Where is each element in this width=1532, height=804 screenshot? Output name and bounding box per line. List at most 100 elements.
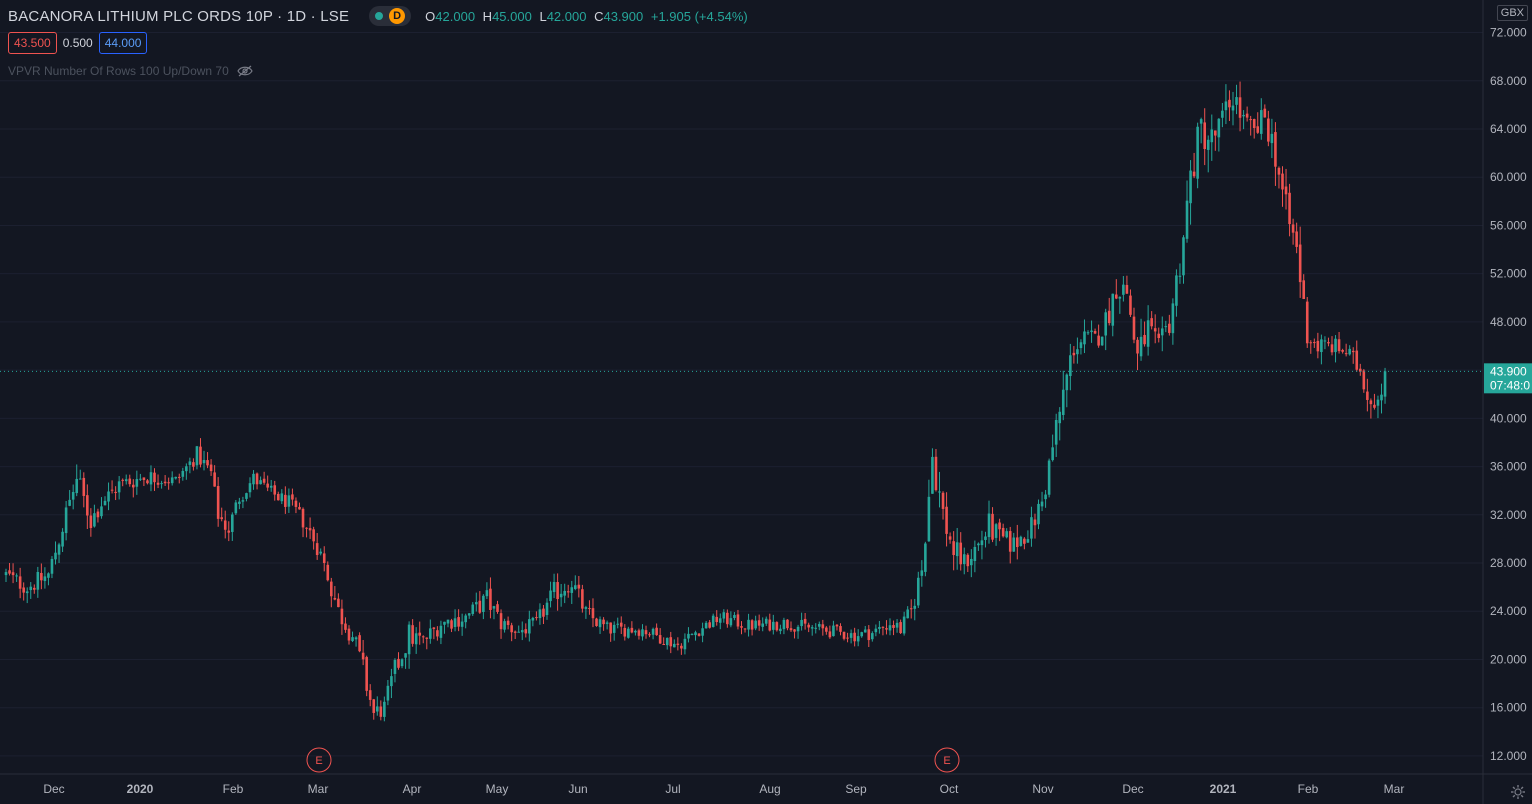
candle [892, 620, 895, 636]
candle [223, 510, 227, 539]
candle [634, 629, 637, 636]
candle [347, 625, 351, 645]
candle [644, 625, 648, 639]
candle [1274, 122, 1277, 186]
candle [1033, 513, 1037, 539]
status-pill[interactable]: D [369, 6, 412, 26]
candle [245, 492, 248, 502]
earnings-marker[interactable]: E [306, 747, 332, 773]
candle [1224, 84, 1228, 125]
candle [584, 605, 588, 619]
candle [1358, 363, 1362, 376]
candle [835, 624, 839, 631]
candle [78, 469, 82, 480]
candle [266, 475, 269, 492]
x-tick-label: Sep [845, 782, 867, 796]
candle [365, 655, 368, 697]
candle [1111, 293, 1115, 337]
candle [888, 618, 892, 636]
candle [595, 617, 598, 627]
eye-off-icon[interactable] [237, 65, 253, 77]
live-dot-icon [375, 12, 384, 20]
symbol-title[interactable]: BACANORA LITHIUM PLC ORDS 10P · 1D · LSE [8, 7, 350, 25]
candle [110, 480, 114, 494]
candle [513, 630, 517, 639]
candle [1083, 319, 1086, 354]
interval-badge: D [389, 8, 406, 24]
candles-series [4, 81, 1387, 722]
candle [510, 622, 513, 642]
last-price-value: 43.900 [1490, 364, 1527, 378]
candle [149, 465, 153, 492]
candle [680, 643, 683, 655]
candle [1214, 130, 1217, 151]
candle [4, 568, 8, 582]
candle [1288, 183, 1291, 237]
open-value: 42.000 [435, 8, 476, 24]
candle [1298, 226, 1302, 298]
candle [439, 620, 443, 645]
candle [973, 540, 977, 573]
candle [195, 445, 199, 470]
candle [298, 502, 301, 510]
candle [446, 619, 450, 628]
candle [287, 488, 291, 513]
candle [1337, 332, 1341, 354]
candle [1277, 166, 1281, 189]
candle [612, 621, 616, 641]
candle [715, 610, 719, 626]
settings-icon[interactable] [1510, 784, 1526, 800]
candle [789, 621, 793, 632]
candle [1221, 102, 1224, 128]
x-tick-label: Dec [1122, 782, 1143, 796]
y-tick-label: 20.000 [1490, 652, 1527, 666]
sell-button[interactable]: 43.500 [8, 32, 57, 54]
low-value: 42.000 [546, 8, 587, 24]
candle [1380, 383, 1383, 414]
candle [761, 617, 765, 632]
candle [1362, 369, 1366, 393]
candle [206, 452, 209, 469]
candle [1242, 110, 1245, 130]
candle [662, 637, 665, 646]
candle [856, 629, 860, 647]
candle [443, 621, 446, 634]
currency-badge[interactable]: GBX [1496, 5, 1528, 21]
candle [1228, 90, 1231, 121]
candle [1351, 347, 1355, 364]
x-tick-label: May [486, 782, 509, 796]
candle [1118, 296, 1122, 314]
candle [637, 628, 641, 640]
candle [273, 480, 277, 501]
candle [1263, 104, 1267, 118]
candle [1054, 413, 1058, 457]
candle [1107, 297, 1111, 326]
indicator-legend[interactable]: VPVR Number Of Rows 100 Up/Down 70 [8, 64, 253, 78]
candle [1153, 314, 1157, 344]
candle [330, 577, 333, 608]
candle [630, 621, 634, 634]
candle [1348, 345, 1351, 356]
candle [1058, 407, 1062, 441]
candle [694, 630, 697, 641]
candle [1104, 308, 1107, 351]
candle [609, 622, 612, 642]
candle [779, 624, 782, 635]
candle [1281, 166, 1284, 207]
candle [552, 573, 556, 599]
candle [368, 684, 372, 707]
candle [1256, 112, 1260, 134]
candle [89, 508, 93, 537]
symbol-legend: BACANORA LITHIUM PLC ORDS 10P · 1D · LSE… [8, 6, 752, 26]
candle [987, 500, 991, 544]
earnings-marker[interactable]: E [934, 747, 960, 773]
candle [775, 621, 779, 632]
candle [492, 605, 496, 620]
y-tick-label: 68.000 [1490, 74, 1527, 88]
candle [276, 491, 280, 501]
buy-button[interactable]: 44.000 [98, 32, 148, 54]
candle [54, 541, 57, 565]
candle [623, 624, 627, 641]
candle [220, 507, 223, 522]
